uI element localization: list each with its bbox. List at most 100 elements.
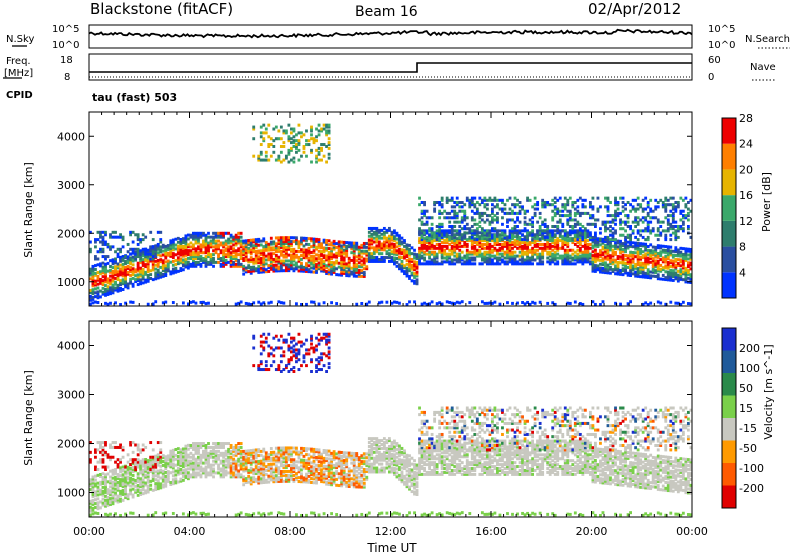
power-cell (541, 262, 545, 266)
power-cell (287, 267, 291, 271)
velocity-cell (124, 494, 127, 498)
power-cell (531, 233, 535, 237)
power-cell (513, 229, 517, 233)
power-cell (327, 247, 331, 251)
power-cell (342, 252, 346, 256)
power-cell (581, 211, 585, 215)
power-cell (430, 260, 434, 264)
power-cell (634, 218, 638, 222)
power-cell (403, 266, 406, 270)
power-cell (347, 243, 351, 247)
power-cell (629, 264, 632, 268)
power-cell (259, 302, 263, 306)
power-cell (249, 240, 253, 244)
power-cell (342, 264, 346, 268)
power-cell (493, 233, 497, 237)
power-cell (609, 260, 612, 264)
power-cell (380, 244, 384, 248)
power-cell (591, 300, 595, 304)
power-cell (121, 270, 125, 274)
power-cell (247, 260, 251, 264)
power-cell (264, 244, 268, 248)
power-cell (204, 239, 208, 243)
power-cell (578, 242, 582, 246)
power-cell (315, 156, 318, 160)
power-cell (551, 244, 555, 248)
power-cell (626, 225, 630, 229)
power-cell (576, 244, 580, 248)
power-cell (478, 254, 482, 258)
power-cell (433, 258, 437, 262)
power-cell (543, 203, 547, 207)
power-cell (485, 262, 489, 266)
velocity-cell (166, 462, 170, 466)
power-cell (516, 218, 519, 222)
power-cell (450, 196, 454, 200)
power-cell (290, 158, 293, 162)
power-cell (302, 256, 306, 260)
power-cell (536, 231, 540, 235)
velocity-cell (171, 462, 175, 466)
power-cell (320, 261, 323, 265)
power-cell (302, 267, 306, 271)
power-cell (596, 258, 600, 262)
power-cell (644, 207, 648, 211)
power-cell (121, 264, 125, 268)
power-cell (591, 261, 595, 265)
power-cell (583, 198, 587, 202)
power-cell (558, 229, 562, 233)
power-cell (259, 270, 263, 274)
power-cell (551, 301, 555, 305)
power-cell (104, 280, 107, 284)
colorbar-swatch (722, 143, 736, 170)
velocity-cell (111, 445, 115, 449)
velocity-cell (171, 452, 175, 456)
power-cell (408, 265, 411, 269)
power-cell (287, 259, 291, 263)
power-cell (244, 250, 248, 254)
power-cell (460, 238, 464, 242)
power-cell (310, 254, 313, 258)
power-cell (347, 272, 351, 276)
power-cell (523, 252, 527, 256)
power-cell (646, 270, 650, 274)
power-cell (558, 246, 562, 250)
power-cell (345, 244, 349, 248)
power-cell (199, 262, 203, 266)
power-cell (176, 256, 180, 260)
power-cell (425, 216, 429, 220)
power-cell (566, 244, 570, 248)
power-cell (528, 260, 532, 264)
power-cell (563, 214, 567, 218)
power-cell (114, 235, 117, 239)
power-cell (345, 248, 349, 252)
power-cell (222, 249, 225, 253)
power-cell (267, 144, 271, 148)
power-cell (491, 216, 494, 220)
power-cell (99, 264, 102, 268)
power-cell (101, 255, 105, 259)
power-cell (282, 131, 286, 135)
power-cell (146, 264, 150, 268)
power-cell (578, 260, 582, 264)
power-cell (624, 250, 627, 254)
velocity-cell (126, 475, 130, 479)
power-cell (385, 238, 389, 242)
power-cell (626, 260, 630, 264)
velocity-cell (164, 463, 168, 467)
power-cell (664, 278, 668, 282)
power-cell (415, 274, 419, 278)
power-cell (186, 243, 190, 247)
power-cell (506, 301, 509, 305)
colorbar-tick-label: 8 (739, 241, 746, 254)
velocity-cell (121, 481, 125, 485)
power-cell (139, 270, 143, 274)
power-cell (327, 264, 331, 268)
power-cell (631, 229, 635, 233)
velocity-cell (109, 489, 112, 493)
power-cell (214, 260, 218, 264)
power-cell (626, 235, 630, 239)
power-cell (526, 300, 529, 304)
power-cell (440, 205, 444, 209)
power-cell (89, 273, 92, 277)
